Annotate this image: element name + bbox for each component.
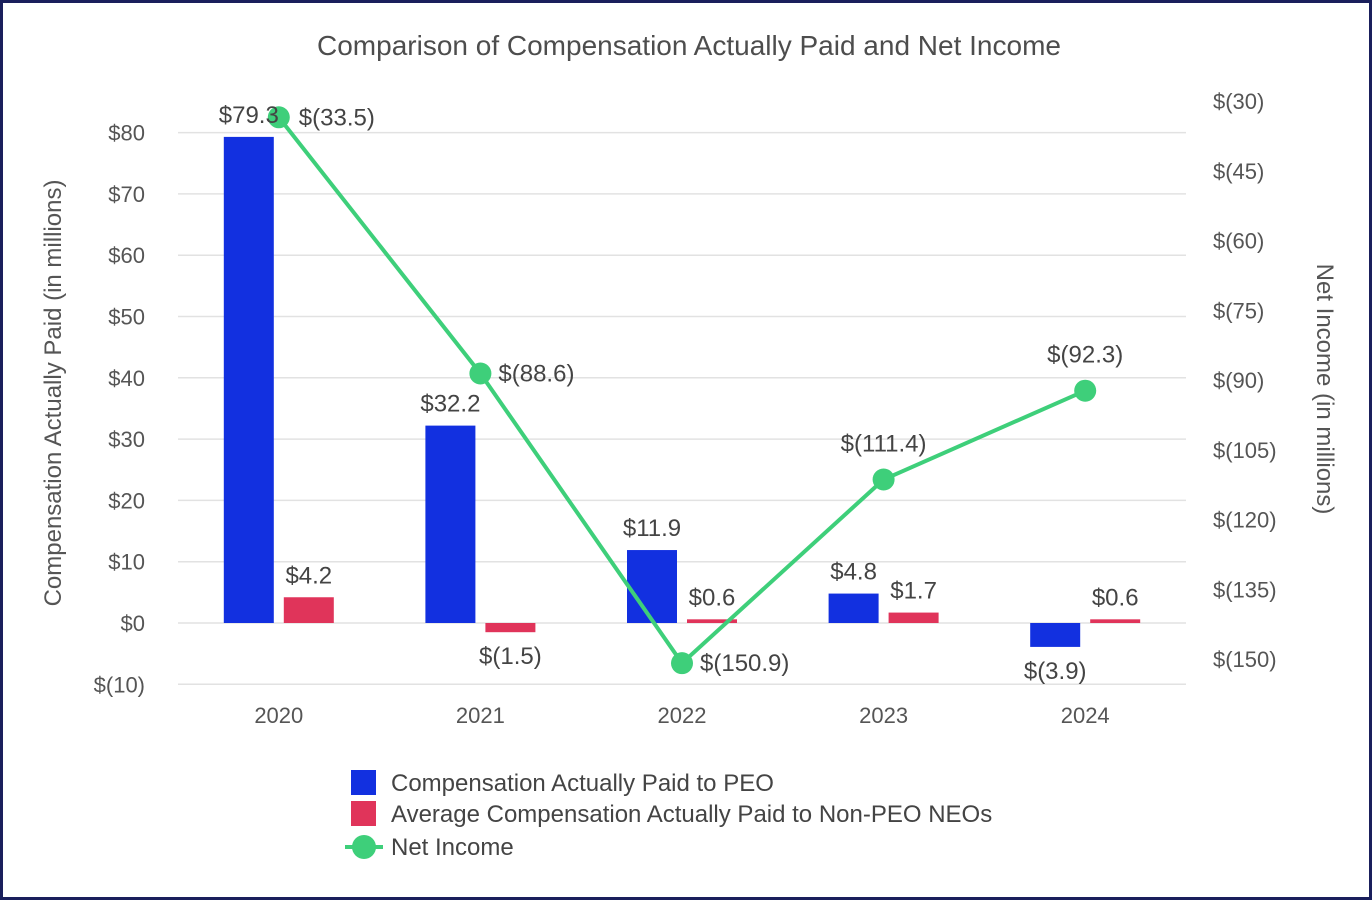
chart: Comparison of Compensation Actually Paid… — [40, 30, 1338, 861]
x-tick-label: 2022 — [658, 703, 707, 728]
neo-bar — [1090, 619, 1141, 623]
peo-bar-label: $79.3 — [219, 102, 279, 129]
y-right-tick-label: $(90) — [1213, 368, 1264, 393]
net-income-label: $(33.5) — [299, 104, 375, 131]
peo-bar — [1030, 623, 1081, 647]
neo-bar-label: $(1.5) — [479, 643, 542, 670]
x-tick-label: 2024 — [1061, 703, 1110, 728]
legend-swatch — [351, 801, 376, 826]
neo-bar — [283, 597, 334, 623]
y-right-tick-label: $(60) — [1213, 229, 1264, 254]
peo-bar-label: $4.8 — [830, 559, 877, 586]
y-right-tick-label: $(150) — [1213, 647, 1277, 672]
net-income-point — [469, 362, 492, 385]
neo-bar-label: $1.7 — [890, 578, 937, 605]
peo-bar — [425, 425, 476, 623]
y-left-tick-label: $10 — [108, 550, 145, 575]
net-income-point — [671, 652, 693, 675]
y-right-tick-label: $(120) — [1213, 508, 1277, 533]
legend-swatch — [351, 770, 376, 795]
net-income-label: $(88.6) — [498, 360, 574, 387]
net-income-label: $(111.4) — [841, 431, 927, 458]
net-income-point — [1074, 379, 1097, 402]
y-right-tick-label: $(75) — [1213, 298, 1264, 323]
net-income-point — [267, 106, 290, 129]
y-left-tick-label: $40 — [108, 366, 145, 391]
x-tick-label: 2021 — [456, 703, 505, 728]
y-left-tick-label: $80 — [108, 121, 145, 146]
peo-bar-label: $(3.9) — [1024, 658, 1087, 685]
net-income-label: $(150.9) — [700, 650, 789, 677]
net-income-point — [872, 468, 895, 491]
neo-bar — [888, 612, 939, 623]
y-left-tick-label: $60 — [108, 243, 145, 268]
legend-label: Compensation Actually Paid to PEO — [391, 770, 774, 797]
y-right-axis-title: Net Income (in millions) — [1311, 264, 1338, 515]
y-left-tick-label: $20 — [108, 488, 145, 513]
neo-bar — [687, 619, 737, 623]
y-right-tick-label: $(105) — [1213, 438, 1277, 463]
y-left-axis-title: Compensation Actually Paid (in millions) — [40, 180, 67, 607]
y-right-tick-label: $(135) — [1213, 577, 1277, 602]
neo-bar-label: $4.2 — [285, 562, 332, 589]
y-left-tick-label: $30 — [108, 427, 145, 452]
peo-bar — [627, 550, 677, 623]
neo-bar-label: $0.6 — [689, 584, 736, 611]
peo-bar-label: $11.9 — [623, 515, 681, 542]
neo-bar — [485, 623, 536, 633]
legend-label: Average Compensation Actually Paid to No… — [391, 801, 992, 828]
chart-title: Comparison of Compensation Actually Paid… — [317, 30, 1061, 61]
legend-swatch-marker — [352, 835, 376, 859]
legend-label: Net Income — [391, 834, 514, 861]
peo-bar — [828, 593, 879, 623]
y-right-tick-label: $(30) — [1213, 89, 1264, 114]
net-income-label: $(92.3) — [1047, 342, 1123, 369]
y-right-tick-label: $(45) — [1213, 159, 1264, 184]
y-left-tick-label: $50 — [108, 305, 145, 330]
y-left-tick-label: $0 — [121, 611, 145, 636]
y-left-tick-label: $(10) — [94, 672, 145, 697]
peo-bar — [223, 136, 274, 624]
neo-bar-label: $0.6 — [1092, 584, 1139, 611]
peo-bar-label: $32.2 — [420, 391, 480, 418]
x-tick-label: 2023 — [859, 703, 908, 728]
net-income-line — [277, 116, 1087, 667]
y-left-tick-label: $70 — [108, 182, 145, 207]
x-tick-label: 2020 — [254, 703, 303, 728]
